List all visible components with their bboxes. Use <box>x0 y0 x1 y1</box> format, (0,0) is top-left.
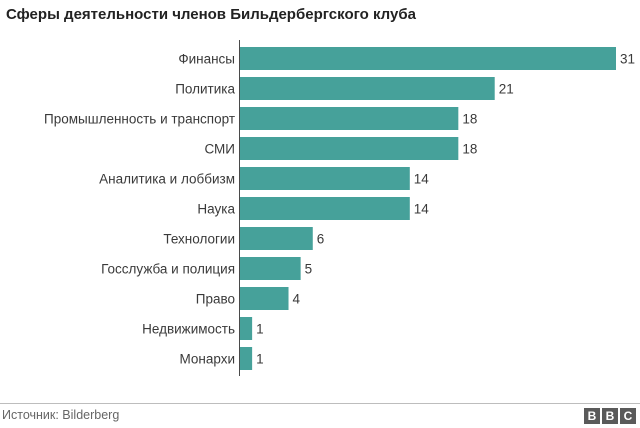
bar <box>240 227 313 250</box>
source-note: Источник: Bilderberg <box>2 408 120 422</box>
category-label: Технологии <box>163 232 235 247</box>
category-label: Право <box>196 292 235 307</box>
bar <box>240 317 253 340</box>
bar <box>240 257 301 280</box>
value-label: 4 <box>293 292 301 307</box>
value-label: 31 <box>620 52 635 67</box>
value-label: 21 <box>499 82 514 97</box>
value-label: 1 <box>256 352 264 367</box>
bar <box>240 107 459 130</box>
category-label: Промышленность и транспорт <box>44 112 235 127</box>
value-label: 1 <box>256 322 264 337</box>
value-label: 14 <box>414 172 430 187</box>
value-label: 14 <box>414 202 430 217</box>
category-label: Наука <box>197 202 235 217</box>
bar <box>240 167 410 190</box>
bbc-logo-letter: C <box>620 408 636 424</box>
chart-title: Сферы деятельности членов Бильдербергско… <box>6 6 416 23</box>
category-label: Монархи <box>179 352 235 367</box>
category-label: Политика <box>175 82 235 97</box>
bar <box>240 77 495 100</box>
bbc-logo-letter: B <box>602 408 618 424</box>
bbc-logo-letter: B <box>584 408 600 424</box>
bar <box>240 47 616 70</box>
bar <box>240 137 459 160</box>
category-label: Недвижимость <box>142 322 235 337</box>
bar-chart: Финансы 31 Политика 21 Промышленность и тран… <box>44 40 635 376</box>
value-label: 5 <box>305 262 313 277</box>
category-label: Финансы <box>178 52 235 67</box>
category-label: Аналитика и лоббизм <box>99 172 235 187</box>
bar <box>240 287 289 310</box>
value-label: 18 <box>462 142 477 157</box>
footer-divider <box>0 403 640 404</box>
bar <box>240 347 253 370</box>
value-label: 6 <box>317 232 325 247</box>
bar <box>240 197 410 220</box>
category-label: Госслужба и полиция <box>101 262 235 277</box>
bbc-logo: B B C <box>584 408 636 424</box>
category-label: СМИ <box>204 142 235 157</box>
value-label: 18 <box>462 112 477 127</box>
